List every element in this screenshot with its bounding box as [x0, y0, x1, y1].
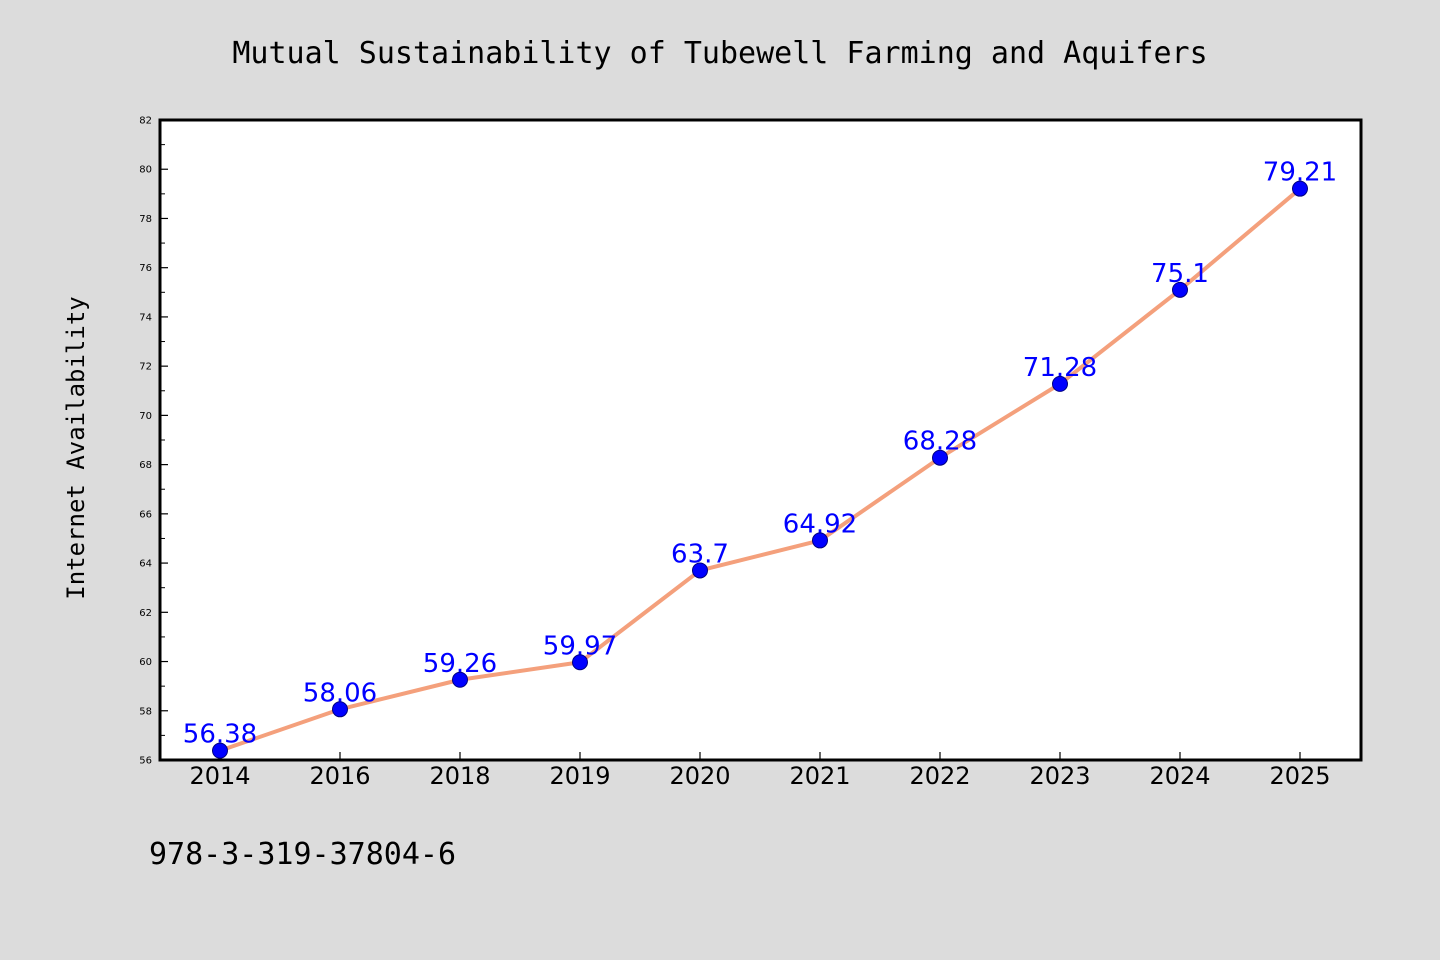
data-point	[332, 701, 348, 718]
markers-group	[212, 180, 1308, 759]
data-label: 79.21	[1263, 158, 1337, 188]
y-tick-label: 66	[139, 509, 152, 520]
series-line-group	[218, 186, 1302, 753]
x-tick-label: 2020	[669, 762, 730, 790]
y-tick-label: 68	[139, 460, 152, 471]
data-label: 64.92	[783, 509, 857, 539]
data-point	[1052, 375, 1068, 392]
y-tick-label: 74	[139, 312, 152, 323]
y-tick-label: 58	[139, 706, 152, 717]
data-labels-group: 56.38 58.06 59.26 59.97 63.7 64.92 68.28 71.28 7…	[183, 158, 1337, 750]
x-tick-label: 2018	[429, 762, 490, 790]
x-axis: 2014 2016 2018 2019 2020 2021 2022 2023 2024 2025	[189, 752, 1331, 790]
y-axis-label: Internet Availability	[62, 296, 90, 599]
y-tick-label: 60	[139, 657, 152, 668]
data-point	[1292, 180, 1308, 197]
data-label: 59.26	[423, 649, 497, 679]
chart-title: Mutual Sustainability of Tubewell Farmin…	[232, 36, 1207, 71]
x-tick-label: 2025	[1269, 762, 1330, 790]
x-tick-label: 2022	[909, 762, 970, 790]
y-tick-label: 70	[139, 411, 152, 422]
data-point	[212, 742, 228, 759]
y-tick-label: 78	[139, 214, 152, 225]
y-tick-label: 82	[139, 116, 152, 127]
data-label: 59.97	[543, 631, 617, 661]
y-axis: 56 58 60 62 64 66 68 70 72 74 76 78 80 82	[139, 116, 168, 767]
y-tick-label: 64	[139, 559, 152, 570]
data-label: 63.7	[671, 539, 729, 569]
x-tick-label: 2024	[1149, 762, 1210, 790]
y-tick-label: 72	[139, 362, 152, 373]
data-point	[932, 449, 948, 466]
data-point	[692, 562, 708, 579]
data-label: 71.28	[1023, 353, 1097, 383]
x-tick-label: 2023	[1029, 762, 1090, 790]
y-tick-label: 76	[139, 263, 152, 274]
data-label: 75.1	[1151, 259, 1209, 289]
y-tick-label: 56	[139, 756, 152, 767]
x-tick-label: 2021	[789, 762, 850, 790]
plot-area	[158, 118, 1363, 762]
x-tick-label: 2014	[189, 762, 250, 790]
y-tick-label: 62	[139, 608, 152, 619]
y-tick-label: 80	[139, 165, 152, 176]
data-label: 58.06	[303, 678, 377, 708]
data-point	[812, 532, 828, 549]
series-line	[218, 186, 1302, 753]
data-point	[572, 654, 588, 671]
x-tick-label: 2019	[549, 762, 610, 790]
data-point	[452, 671, 468, 688]
isbn-text: 978-3-319-37804-6	[149, 837, 456, 872]
data-point	[1172, 281, 1188, 298]
data-label: 56.38	[183, 720, 257, 750]
data-label: 68.28	[903, 427, 977, 457]
x-tick-label: 2016	[309, 762, 370, 790]
